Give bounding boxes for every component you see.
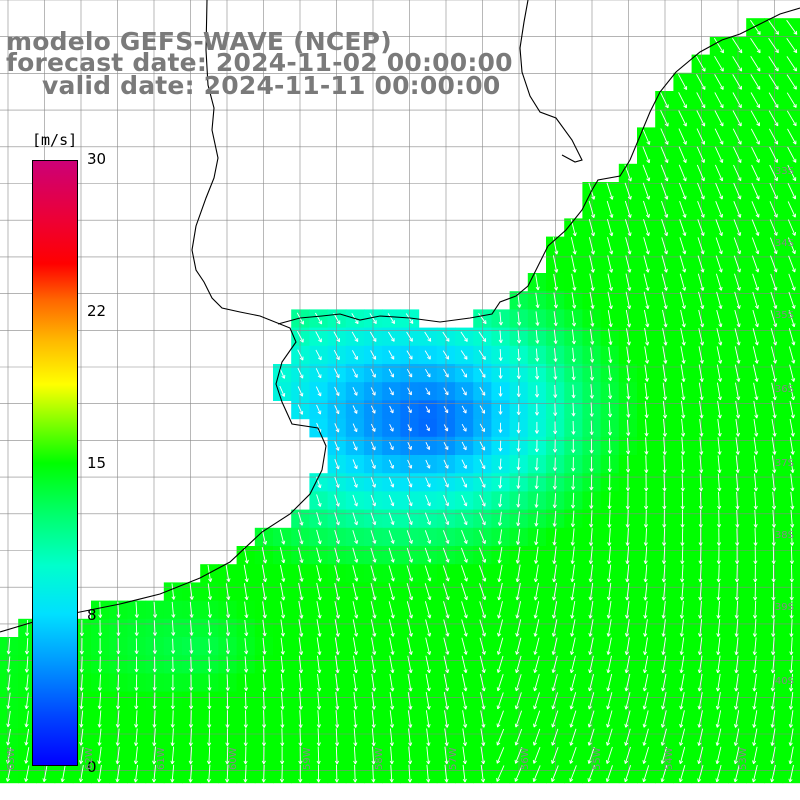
map-title-model: modelo GEFS-WAVE (NCEP) <box>6 27 392 56</box>
lon-label: 62W <box>84 747 95 770</box>
lat-label: 37S <box>774 458 794 469</box>
lon-label: 57W <box>448 747 459 770</box>
map-title-forecast-date: forecast date: 2024-11-02 00:00:00 <box>6 48 513 77</box>
lon-label: 56W <box>520 747 531 770</box>
colorbar-unit: [m/s] <box>32 131 78 149</box>
lon-label: 58W <box>374 747 385 770</box>
lat-label: 34S <box>774 238 794 249</box>
lon-label: 61W <box>156 747 167 770</box>
wind-arrows <box>5 19 798 783</box>
map-title-valid-date: valid date: 2024-11-11 00:00:00 <box>42 71 501 100</box>
lon-label: 60W <box>228 747 239 770</box>
lon-label: 53W <box>738 747 749 770</box>
lon-label: 55W <box>592 747 603 770</box>
colorbar-tick-30: 30 <box>87 150 107 168</box>
colorbar-tick-0: 0 <box>87 758 97 776</box>
coastline <box>0 0 800 633</box>
colorbar-tick-8: 8 <box>87 606 97 624</box>
wind-speed-field <box>0 18 800 784</box>
colorbar-tick-15: 15 <box>87 454 107 472</box>
lon-label: 54W <box>664 747 675 770</box>
lat-label: 40S <box>774 676 794 687</box>
lat-label: 35S <box>774 310 794 321</box>
lat-label: 33S <box>774 166 794 177</box>
lon-label: 63W <box>6 747 17 770</box>
lat-label: 39S <box>774 602 794 613</box>
lat-label: 38S <box>774 530 794 541</box>
colorbar <box>32 160 78 766</box>
colorbar-tick-22: 22 <box>87 302 107 320</box>
lon-label: 59W <box>302 747 313 770</box>
lat-label: 36S <box>774 384 794 395</box>
